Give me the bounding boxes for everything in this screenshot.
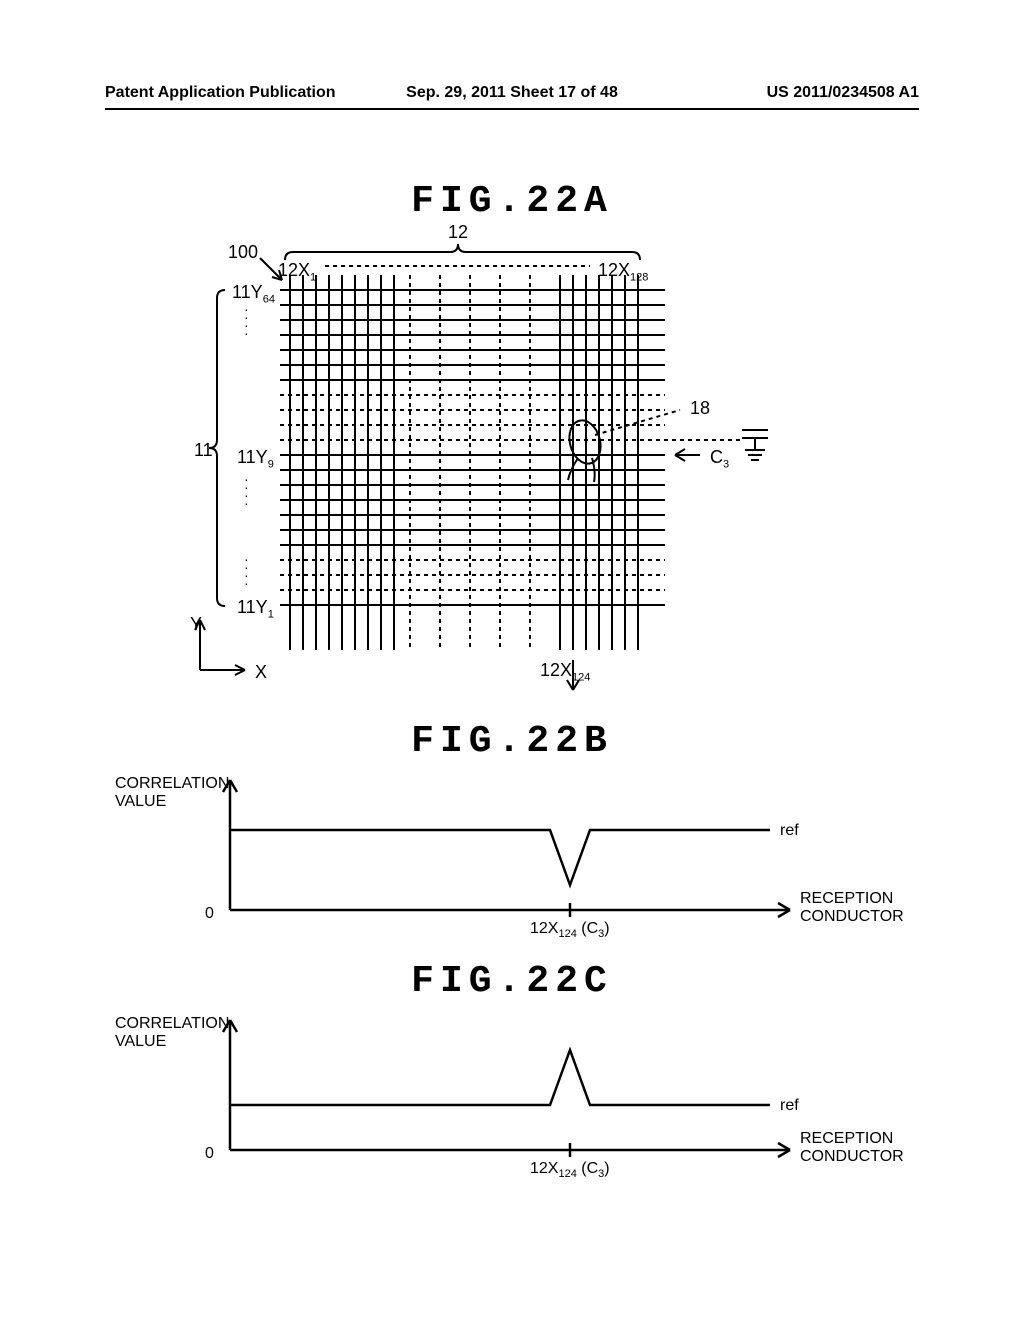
label-11y9: 11Y9 [237,447,274,471]
fig22a-title: FIG.22A [0,180,1024,223]
label-12x1: 12X1 [278,260,316,284]
fig22b-xlabel: RECEPTIONCONDUCTOR [800,890,904,926]
label-11: 11 [194,440,213,461]
fig22b-ylabel: CORRELATIONVALUE [115,775,229,811]
header-rule [105,108,919,110]
fig22a-diagram [190,230,890,730]
header-left: Patent Application Publication [105,84,336,102]
label-axis-x: X [255,662,267,683]
label-12x124: 12X124 [540,660,590,684]
dots2: ···· [244,475,249,507]
fig22b-zero: 0 [205,905,214,923]
label-12x128: 12X128 [598,260,648,284]
fig22b-chart [150,770,890,950]
fig22c-ylabel: CORRELATIONVALUE [115,1015,229,1051]
header-mid: Sep. 29, 2011 Sheet 17 of 48 [406,84,618,102]
fig22c-title: FIG.22C [0,960,1024,1003]
label-axis-y: Y [190,614,202,635]
label-100: 100 [228,242,258,263]
label-11y64: 11Y64 [232,282,275,306]
page-header: Patent Application Publication Sep. 29, … [0,84,1024,102]
fig22c-ref: ref [780,1097,799,1115]
dots1: ···· [244,305,249,337]
label-c3: C3 [710,447,729,471]
fig22c-chart [150,1010,890,1190]
fig22c-tick: 12X124 (C3) [530,1160,610,1180]
fig22c-zero: 0 [205,1145,214,1163]
label-12: 12 [448,222,468,243]
label-11y1: 11Y1 [237,597,274,621]
label-18: 18 [690,398,710,419]
fig22b-tick: 12X124 (C3) [530,920,610,940]
fig22b-title: FIG.22B [0,720,1024,763]
dots3: ···· [244,555,249,587]
header-right: US 2011/0234508 A1 [767,84,919,102]
fig22b-ref: ref [780,822,799,840]
fig22c-xlabel: RECEPTIONCONDUCTOR [800,1130,904,1166]
